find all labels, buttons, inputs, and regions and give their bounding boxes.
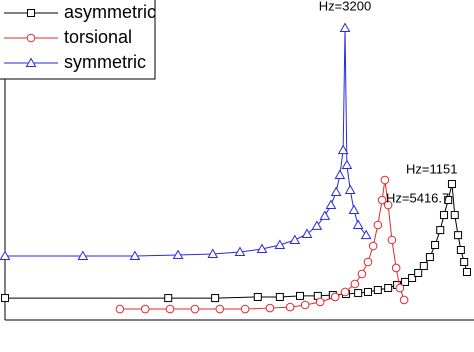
marker bbox=[325, 199, 337, 209]
marker bbox=[408, 273, 417, 282]
marker bbox=[330, 292, 340, 302]
legend-label: asymmetric bbox=[64, 2, 156, 22]
marker bbox=[456, 245, 465, 254]
marker bbox=[337, 144, 349, 155]
marker bbox=[311, 220, 323, 230]
marker bbox=[339, 22, 351, 32]
marker bbox=[330, 186, 342, 197]
annotation: Hz=3200 bbox=[319, 0, 371, 13]
marker bbox=[0, 250, 11, 260]
marker bbox=[340, 287, 350, 297]
marker bbox=[77, 250, 89, 260]
marker bbox=[296, 291, 305, 300]
marker bbox=[319, 210, 331, 220]
marker bbox=[384, 284, 393, 293]
marker bbox=[265, 303, 275, 313]
marker bbox=[439, 211, 448, 220]
marker bbox=[387, 235, 397, 245]
marker bbox=[373, 220, 383, 230]
marker bbox=[414, 268, 423, 277]
marker bbox=[460, 257, 469, 266]
marker bbox=[27, 9, 35, 17]
marker bbox=[391, 263, 401, 273]
marker bbox=[26, 33, 36, 43]
marker bbox=[380, 175, 390, 185]
marker bbox=[373, 286, 382, 295]
marker bbox=[401, 277, 410, 286]
marker bbox=[285, 302, 295, 312]
annotation: Hz=1151 bbox=[406, 161, 457, 176]
marker bbox=[447, 180, 456, 189]
marker bbox=[129, 250, 141, 260]
marker bbox=[289, 234, 301, 244]
marker bbox=[274, 239, 286, 249]
annotation: Hz=5416.7 bbox=[386, 190, 449, 205]
marker bbox=[172, 249, 184, 260]
marker bbox=[368, 241, 378, 251]
marker bbox=[348, 204, 360, 215]
marker bbox=[360, 229, 372, 240]
marker bbox=[1, 294, 9, 303]
marker bbox=[344, 184, 356, 194]
marker bbox=[364, 287, 373, 296]
marker bbox=[164, 294, 173, 303]
marker bbox=[207, 248, 219, 259]
marker bbox=[377, 195, 387, 205]
marker bbox=[444, 196, 453, 205]
marker bbox=[419, 262, 428, 271]
marker bbox=[383, 200, 393, 210]
marker bbox=[115, 304, 125, 314]
marker bbox=[354, 289, 363, 298]
marker bbox=[395, 283, 405, 293]
marker bbox=[240, 304, 250, 314]
marker bbox=[431, 240, 440, 249]
marker bbox=[140, 304, 150, 314]
marker bbox=[253, 292, 262, 301]
marker bbox=[399, 295, 409, 305]
marker bbox=[436, 226, 445, 235]
marker bbox=[341, 159, 353, 169]
marker bbox=[454, 231, 463, 240]
legend-label: symmetric bbox=[64, 52, 146, 72]
marker bbox=[275, 292, 284, 301]
marker bbox=[425, 253, 434, 262]
marker bbox=[450, 211, 459, 220]
marker bbox=[334, 169, 346, 180]
marker bbox=[256, 243, 268, 253]
marker bbox=[234, 246, 246, 256]
marker bbox=[25, 57, 37, 67]
marker bbox=[350, 279, 360, 289]
marker bbox=[352, 219, 364, 229]
marker bbox=[300, 300, 310, 310]
marker bbox=[357, 269, 367, 279]
marker bbox=[211, 294, 220, 303]
marker bbox=[301, 228, 313, 238]
marker bbox=[315, 297, 325, 307]
series-line bbox=[5, 27, 367, 257]
marker bbox=[215, 304, 225, 314]
legend-label: torsional bbox=[64, 27, 132, 47]
marker bbox=[165, 304, 175, 314]
marker bbox=[190, 304, 200, 314]
marker bbox=[363, 257, 373, 267]
marker bbox=[462, 268, 471, 277]
